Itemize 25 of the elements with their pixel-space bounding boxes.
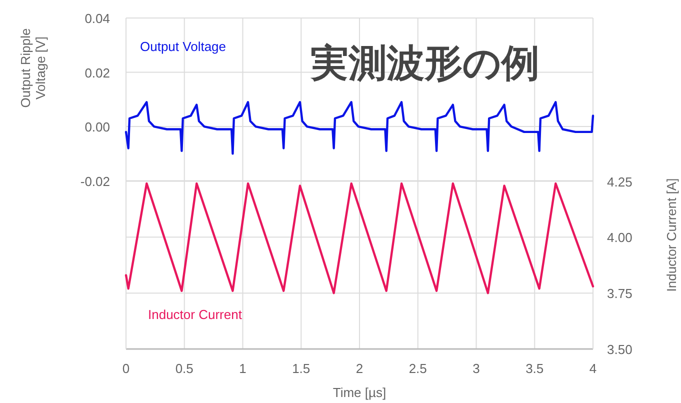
- y-tick-label: -0.02: [80, 174, 110, 189]
- x-axis-title: Time [µs]: [332, 385, 386, 400]
- x-tick-label: 2: [356, 361, 364, 376]
- line-series: [124, 101, 594, 155]
- x-tick-label: 1: [239, 361, 246, 376]
- y2-tick-label: 4.25: [607, 174, 632, 190]
- y-tick-label: 0.02: [84, 65, 110, 80]
- x-tick-label: 1.5: [292, 361, 310, 376]
- x-tick-label: 3.5: [526, 361, 544, 376]
- y2-tick-label: 4.00: [607, 230, 632, 246]
- y2-tick-label: 3.75: [607, 286, 632, 302]
- y2-tick-label: 3.50: [607, 342, 632, 357]
- line-series: [124, 182, 594, 294]
- text: Output Voltage: [140, 39, 226, 54]
- series-label: Inductor Current: [148, 307, 242, 322]
- x-tick-label: 0: [122, 361, 130, 376]
- x-tick-label: 4: [589, 361, 597, 376]
- y-tick-label: 0.04: [84, 11, 110, 26]
- y-tick-label: 0.00: [84, 120, 110, 135]
- text: 実測波形の例: [310, 42, 540, 85]
- x-tick-label: 0.5: [175, 361, 194, 376]
- x-tick-label: 3: [472, 361, 480, 376]
- y2-axis-title: Inductor Current [A]: [664, 178, 679, 292]
- y-axis-title: Output Ripple Voltage [V]: [18, 28, 48, 108]
- x-tick-label: 2.5: [408, 361, 427, 376]
